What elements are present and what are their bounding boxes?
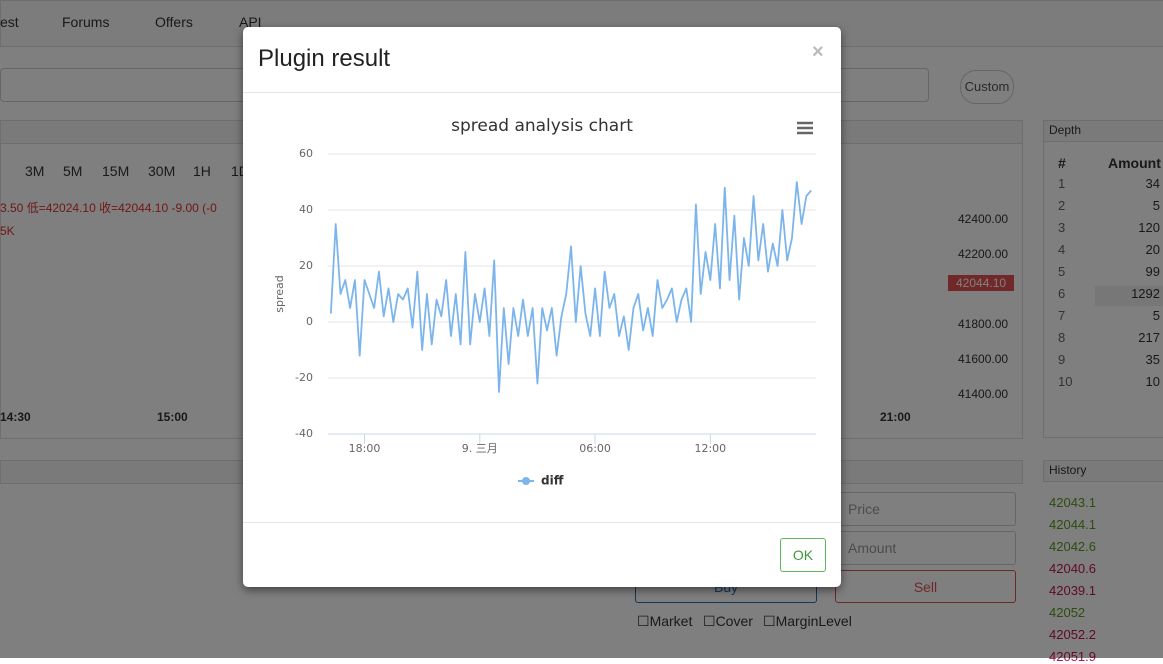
x-tick-label: 06:00 — [579, 442, 611, 455]
y-tick-label: -40 — [295, 427, 313, 440]
y-tick-label: 20 — [299, 259, 313, 272]
chart: spread analysis chart spread -40 -20 0 20 40… — [273, 116, 816, 488]
ok-button[interactable]: OK — [780, 538, 826, 572]
y-axis-label: spread — [273, 275, 286, 313]
legend-label: diff — [541, 474, 564, 488]
x-tick-label: 9. 三月 — [462, 442, 498, 455]
y-tick-label: -20 — [295, 371, 313, 384]
legend-symbol — [522, 477, 530, 485]
divider — [243, 92, 841, 93]
close-button[interactable]: × — [812, 41, 824, 63]
modal-title: Plugin result — [258, 45, 391, 72]
divider — [243, 522, 841, 523]
chart-title: spread analysis chart — [451, 116, 633, 136]
menu-icon[interactable] — [797, 121, 813, 135]
y-tick-label: 40 — [299, 203, 313, 216]
y-tick-label: 0 — [306, 315, 313, 328]
data-line — [329, 181, 812, 393]
modal: Plugin result × spread analysis chart sp… — [243, 27, 841, 587]
x-tick-label: 18:00 — [349, 442, 381, 455]
y-tick-label: 60 — [299, 147, 313, 160]
x-tick-label: 12:00 — [694, 442, 726, 455]
